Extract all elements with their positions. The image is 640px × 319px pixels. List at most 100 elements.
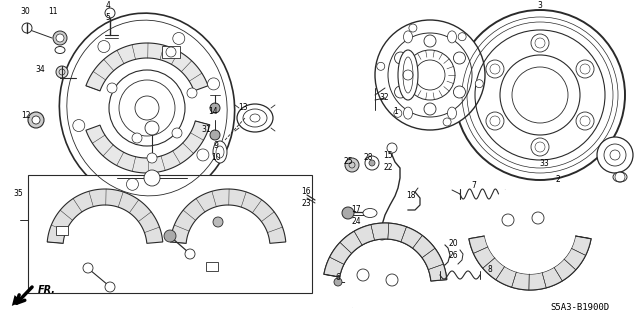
Circle shape	[166, 47, 176, 57]
Text: 25: 25	[343, 158, 353, 167]
Circle shape	[164, 230, 176, 242]
Text: 35: 35	[13, 189, 23, 197]
Circle shape	[454, 52, 465, 64]
Circle shape	[98, 41, 110, 53]
Circle shape	[342, 207, 354, 219]
Circle shape	[197, 149, 209, 161]
Text: 30: 30	[20, 8, 30, 17]
Circle shape	[32, 116, 40, 124]
Circle shape	[187, 88, 197, 98]
Ellipse shape	[613, 172, 627, 182]
Text: S5A3-B1900D: S5A3-B1900D	[550, 303, 609, 313]
Polygon shape	[469, 236, 591, 290]
Circle shape	[576, 60, 594, 78]
Circle shape	[543, 205, 553, 215]
Circle shape	[409, 24, 417, 32]
Text: 14: 14	[208, 108, 218, 116]
Ellipse shape	[213, 141, 227, 163]
Circle shape	[369, 160, 375, 166]
Circle shape	[172, 128, 182, 138]
Text: 31: 31	[201, 125, 211, 135]
Circle shape	[387, 143, 397, 153]
Circle shape	[597, 137, 633, 173]
Polygon shape	[324, 223, 447, 281]
Circle shape	[210, 103, 220, 113]
Circle shape	[377, 230, 387, 240]
Text: 8: 8	[488, 265, 492, 275]
Circle shape	[490, 188, 570, 268]
Circle shape	[500, 55, 580, 135]
Circle shape	[550, 234, 558, 242]
Circle shape	[454, 86, 465, 98]
Circle shape	[365, 156, 379, 170]
Circle shape	[443, 118, 451, 126]
Circle shape	[105, 282, 115, 292]
Polygon shape	[324, 223, 447, 281]
Circle shape	[424, 103, 436, 115]
Circle shape	[200, 219, 256, 275]
Bar	[162, 46, 180, 58]
Polygon shape	[86, 121, 210, 173]
Polygon shape	[47, 189, 163, 243]
Circle shape	[53, 31, 67, 45]
Circle shape	[458, 33, 466, 41]
Text: 7: 7	[472, 182, 476, 190]
Ellipse shape	[364, 293, 392, 307]
Text: 15: 15	[383, 152, 393, 160]
Circle shape	[73, 120, 84, 131]
Text: 20: 20	[448, 239, 458, 248]
Circle shape	[486, 112, 504, 130]
Circle shape	[210, 130, 220, 140]
Text: 22: 22	[383, 164, 393, 173]
Ellipse shape	[403, 31, 413, 43]
Circle shape	[394, 86, 406, 98]
Ellipse shape	[398, 50, 418, 100]
Circle shape	[22, 23, 32, 33]
Circle shape	[28, 112, 44, 128]
Circle shape	[147, 153, 157, 163]
Text: 24: 24	[351, 218, 361, 226]
Bar	[28, 175, 312, 293]
Text: 10: 10	[211, 153, 221, 162]
Circle shape	[476, 80, 483, 88]
Bar	[206, 262, 218, 271]
Polygon shape	[170, 189, 286, 243]
Circle shape	[357, 269, 369, 281]
Text: 12: 12	[21, 112, 31, 121]
Text: 23: 23	[301, 199, 311, 209]
Text: 26: 26	[448, 251, 458, 261]
Circle shape	[334, 278, 342, 286]
Text: 6: 6	[335, 273, 340, 283]
Bar	[56, 226, 68, 235]
Circle shape	[213, 217, 223, 227]
Text: 11: 11	[48, 8, 58, 17]
Text: 29: 29	[545, 214, 555, 224]
Text: 16: 16	[301, 188, 311, 197]
Circle shape	[532, 212, 544, 224]
Circle shape	[56, 34, 64, 42]
Circle shape	[56, 66, 68, 78]
Ellipse shape	[403, 107, 413, 119]
Circle shape	[377, 62, 385, 70]
Circle shape	[345, 158, 359, 172]
Circle shape	[105, 8, 115, 18]
Circle shape	[484, 182, 576, 274]
Circle shape	[145, 121, 159, 135]
Circle shape	[386, 274, 398, 286]
Circle shape	[127, 178, 138, 190]
Ellipse shape	[447, 107, 456, 119]
Circle shape	[109, 70, 185, 146]
Ellipse shape	[447, 31, 456, 43]
Circle shape	[185, 249, 195, 259]
Text: FR.: FR.	[38, 285, 56, 295]
Text: 21: 21	[351, 287, 361, 296]
Circle shape	[83, 263, 93, 273]
Text: 1: 1	[394, 108, 398, 116]
Polygon shape	[469, 236, 591, 290]
Text: 9: 9	[214, 140, 218, 150]
Text: 2: 2	[556, 175, 561, 184]
Circle shape	[173, 33, 185, 45]
Circle shape	[144, 170, 160, 186]
Circle shape	[345, 245, 425, 319]
Circle shape	[531, 34, 549, 52]
